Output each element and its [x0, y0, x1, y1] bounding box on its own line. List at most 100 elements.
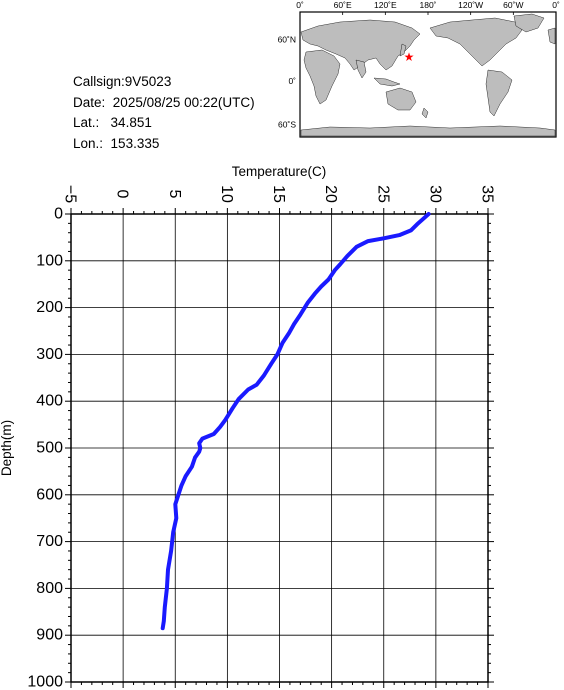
- profile-point: [345, 254, 349, 258]
- profile-point: [171, 530, 175, 534]
- y-axis-label: Depth(m): [0, 420, 14, 476]
- profile-point: [184, 474, 188, 478]
- profile-point: [166, 568, 170, 572]
- profile-point: [292, 322, 296, 326]
- map-lon-label: 120˚E: [374, 0, 397, 10]
- profile-point: [298, 313, 302, 317]
- x-tick-label: 10: [218, 185, 235, 203]
- land-greenland: [513, 13, 545, 33]
- profile-point: [197, 450, 201, 454]
- date-label: Date:: [73, 94, 106, 110]
- profile-point: [281, 341, 285, 345]
- profile-point: [200, 437, 204, 441]
- date-line: Date: 2025/08/25 00:22(UTC): [73, 93, 255, 114]
- lat-value: 34.851: [110, 115, 152, 130]
- profile-point: [397, 233, 401, 237]
- profile-point: [306, 301, 310, 305]
- profile-point: [169, 549, 173, 553]
- location-map: ★ 0˚ 60˚E 120˚E 180˚ 120˚W 60˚W 0˚ 60˚N 0˚ 60˚S: [278, 0, 560, 138]
- profile-point: [421, 217, 425, 221]
- land-japan: [399, 43, 407, 57]
- chart-grid: [70, 213, 489, 683]
- map-lat-label: 0˚: [288, 76, 296, 86]
- profile-point: [179, 483, 184, 488]
- y-tick-label: 0: [54, 206, 63, 223]
- x-tick-label: 35: [479, 185, 496, 203]
- land-eurasia: [300, 19, 421, 71]
- land-australia: [385, 87, 417, 111]
- y-tick-labels: 0 100 200 300 400 500 600 700 800 900 1000: [27, 206, 63, 690]
- y-tick-label: 700: [36, 533, 63, 550]
- x-tick-label: 20: [322, 185, 339, 203]
- profile-point: [409, 228, 413, 232]
- profile-point: [262, 373, 266, 378]
- x-tick-label: 15: [270, 185, 287, 203]
- land-south-america: [485, 69, 513, 117]
- lat-label: Lat.:: [73, 115, 100, 130]
- x-axis-label: Temperature(C): [232, 164, 327, 179]
- map-latitude-labels: 60˚N 0˚ 60˚S: [278, 35, 297, 130]
- land-indonesia: [373, 77, 401, 87]
- profile-point: [197, 441, 201, 445]
- profile-point: [415, 222, 419, 226]
- profile-point: [326, 277, 331, 282]
- profile-point: [338, 262, 342, 267]
- x-tick-label: 0: [114, 190, 131, 199]
- x-tick-label: −5: [62, 185, 79, 203]
- land-nz: [421, 107, 429, 119]
- station-info: Callsign:9V5023 Date: 2025/08/25 00:22(U…: [73, 72, 255, 154]
- profile-point: [176, 493, 180, 497]
- y-tick-label: 100: [36, 252, 63, 269]
- lon-value: 153.335: [110, 135, 160, 151]
- lon-label: Lon.:: [73, 135, 104, 151]
- y-tick-label: 600: [36, 486, 63, 503]
- map-lon-label: 120˚W: [458, 0, 483, 10]
- temperature-profile-series: [160, 212, 431, 631]
- profile-point: [190, 465, 194, 469]
- location-star-marker: ★: [404, 50, 415, 64]
- date-value: 2025/08/25 00:22(UTC): [112, 94, 255, 110]
- x-tick-label: 5: [166, 190, 183, 199]
- profile-point: [162, 619, 166, 623]
- profile-point: [366, 239, 370, 243]
- map-lon-label: 60˚W: [503, 0, 523, 10]
- x-tick-label: 30: [426, 185, 443, 203]
- plot-frame: [70, 213, 489, 683]
- profile-point: [275, 352, 280, 356]
- x-tick-label: 25: [374, 185, 391, 203]
- map-longitude-labels: 0˚ 60˚E 120˚E 180˚ 120˚W 60˚W 0˚: [296, 0, 560, 15]
- y-tick-label: 900: [36, 627, 63, 644]
- map-marker: ★: [404, 50, 415, 64]
- profile-point: [237, 397, 241, 401]
- profile-point: [198, 446, 202, 450]
- lat-line: Lat.: 34.851: [73, 113, 255, 134]
- map-lon-label: 60˚E: [334, 0, 352, 10]
- land-west-europe: [547, 27, 556, 45]
- profile-point: [212, 432, 216, 436]
- profile-point: [174, 516, 178, 520]
- profile-point: [193, 455, 197, 459]
- land-india: [355, 59, 367, 79]
- lon-line: Lon.: 153.335: [73, 134, 255, 155]
- y-tick-label: 400: [36, 393, 63, 410]
- profile-point: [319, 284, 323, 289]
- map-land: [300, 13, 556, 137]
- profile-point: [163, 605, 167, 609]
- profile-point: [287, 331, 291, 335]
- profile-point: [230, 406, 235, 410]
- profile-point: [426, 212, 431, 216]
- profile-point: [161, 626, 165, 630]
- callsign-label: Callsign:: [73, 74, 125, 89]
- profile-point: [333, 268, 337, 272]
- land-africa: [303, 49, 341, 105]
- profile-point: [313, 291, 317, 296]
- map-lon-label: 180˚: [419, 0, 436, 10]
- land-north-america: [429, 17, 523, 67]
- profile-point: [269, 362, 273, 366]
- callsign-line: Callsign:9V5023: [73, 72, 255, 93]
- y-tick-label: 1000: [27, 674, 63, 690]
- profile-point: [218, 425, 222, 429]
- map-lat-label: 60˚N: [278, 35, 296, 45]
- land-antarctica: [300, 125, 556, 137]
